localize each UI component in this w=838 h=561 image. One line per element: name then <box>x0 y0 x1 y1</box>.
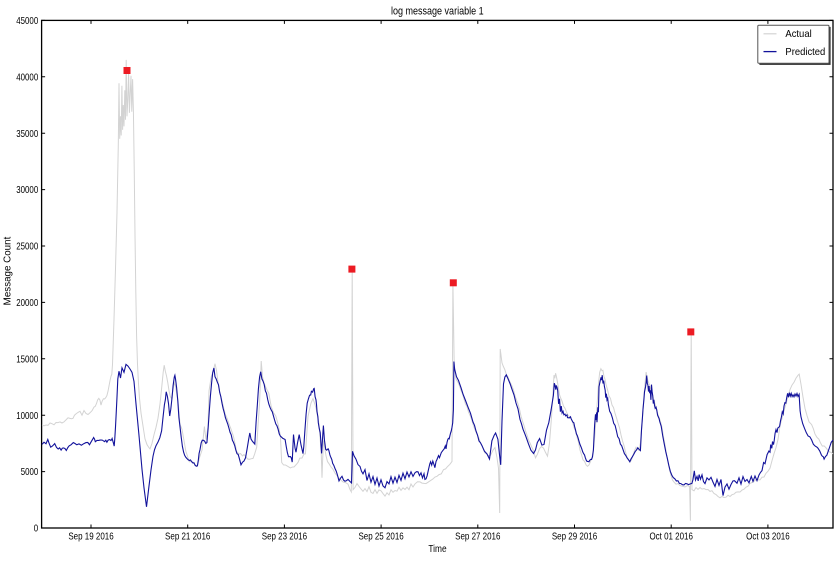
svg-text:Actual: Actual <box>785 28 811 40</box>
svg-text:Time: Time <box>428 543 446 555</box>
svg-text:45000: 45000 <box>16 15 38 27</box>
svg-text:Message Count: Message Count <box>3 236 14 305</box>
svg-text:Predicted: Predicted <box>785 46 825 58</box>
svg-text:10000: 10000 <box>16 410 38 422</box>
svg-text:15000: 15000 <box>16 353 38 365</box>
svg-text:log message variable 1: log message variable 1 <box>391 5 484 17</box>
svg-text:20000: 20000 <box>16 297 38 309</box>
svg-text:Sep 19 2016: Sep 19 2016 <box>68 531 113 543</box>
svg-text:Oct 03 2016: Oct 03 2016 <box>746 531 790 543</box>
svg-text:35000: 35000 <box>16 128 38 140</box>
svg-text:25000: 25000 <box>16 241 38 253</box>
svg-text:40000: 40000 <box>16 71 38 83</box>
svg-text:Sep 23 2016: Sep 23 2016 <box>262 531 307 543</box>
svg-text:Oct 01 2016: Oct 01 2016 <box>649 531 693 543</box>
svg-text:0: 0 <box>34 523 39 535</box>
svg-text:Sep 29 2016: Sep 29 2016 <box>552 531 597 543</box>
svg-text:30000: 30000 <box>16 184 38 196</box>
svg-text:5000: 5000 <box>21 466 39 478</box>
svg-text:Sep 25 2016: Sep 25 2016 <box>358 531 403 543</box>
svg-text:Sep 27 2016: Sep 27 2016 <box>455 531 500 543</box>
svg-text:Sep 21 2016: Sep 21 2016 <box>165 531 210 543</box>
